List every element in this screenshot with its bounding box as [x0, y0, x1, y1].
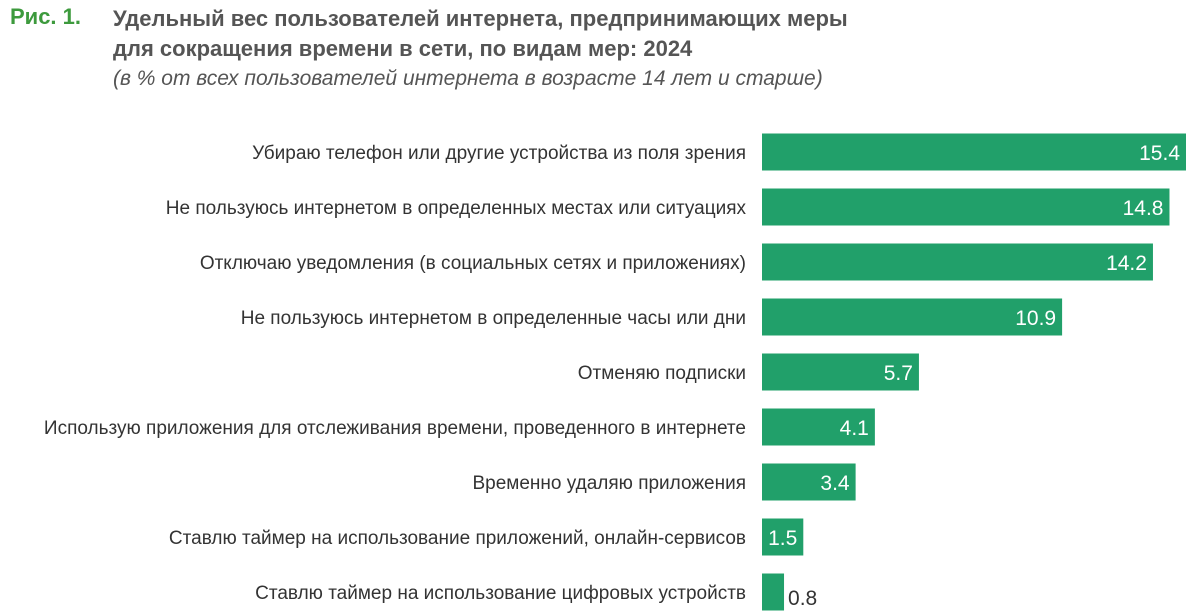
category-label: Отключаю уведомления (в социальных сетях… [200, 253, 746, 274]
category-label: Временно удаляю приложения [473, 473, 747, 494]
value-label: 5.7 [884, 362, 913, 385]
category-label: Ставлю таймер на использование цифровых … [255, 583, 746, 604]
category-label: Ставлю таймер на использование приложени… [169, 528, 746, 549]
bar [762, 463, 856, 501]
value-label: 10.9 [1015, 307, 1056, 330]
bar [762, 353, 919, 391]
figure-number: Рис. 1. [10, 4, 82, 29]
category-label: Убираю телефон или другие устройства из … [252, 143, 746, 164]
bar [762, 243, 1153, 281]
bar [762, 518, 804, 556]
bar [762, 408, 875, 446]
bar [762, 133, 1186, 171]
value-label: 3.4 [820, 472, 850, 495]
value-label: 0.8 [788, 587, 817, 610]
category-label: Не пользуюсь интернетом в определенные ч… [241, 308, 746, 329]
chart-subtitle: (в % от всех пользователей интернета в в… [113, 67, 823, 90]
category-label: Использую приложения для отслеживания вр… [44, 418, 746, 439]
value-label: 14.2 [1106, 252, 1147, 275]
bar [762, 573, 785, 611]
category-label: Не пользуюсь интернетом в определенных м… [166, 198, 747, 219]
title-block: Удельный вес пользователей интернета, пр… [113, 4, 1173, 94]
bar [762, 298, 1063, 336]
category-label: Отменяю подписки [578, 363, 746, 384]
chart-title-line-1: Удельный вес пользователей интернета, пр… [113, 6, 848, 31]
bar [762, 188, 1170, 226]
value-label: 15.4 [1139, 142, 1180, 165]
chart-title-line-2: для сокращения времени в сети, по видам … [113, 36, 693, 61]
value-label: 4.1 [840, 417, 869, 440]
value-label: 1.5 [768, 527, 797, 550]
value-label: 14.8 [1123, 197, 1164, 220]
